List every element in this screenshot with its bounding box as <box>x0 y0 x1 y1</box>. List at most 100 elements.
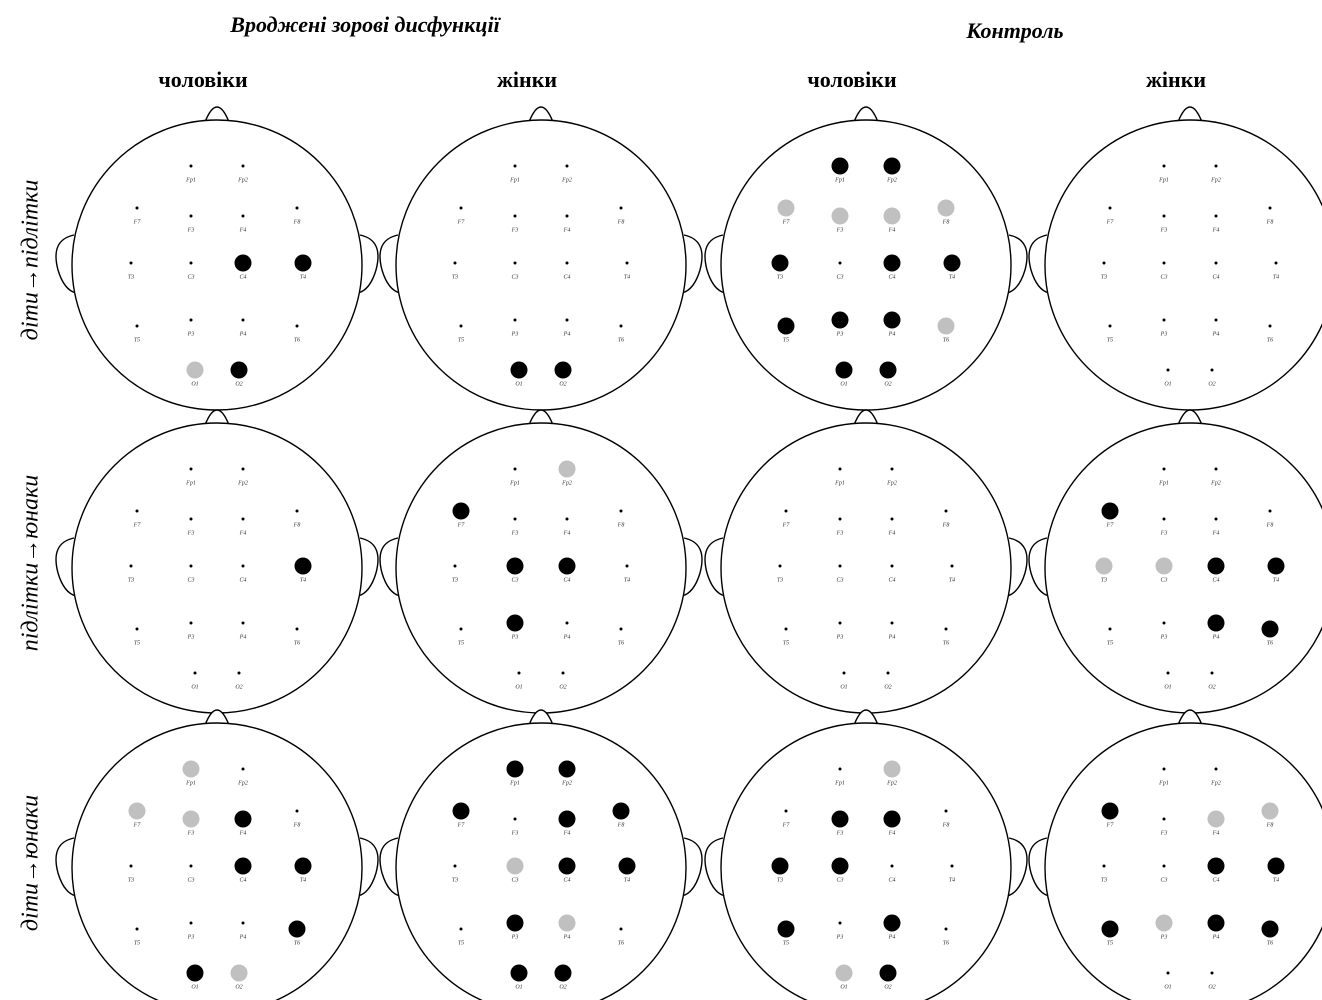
electrode-dot <box>1162 767 1166 771</box>
electrode-label: T6 <box>618 337 624 343</box>
electrode-label: Fp1 <box>185 780 196 786</box>
head-map: Fp1 Fp2 F7 F3 F4 F8 T3 C3 C4 T4 T5 P3 P4 T6 O1 O2 <box>1028 106 1322 411</box>
electrode-dot <box>189 164 193 168</box>
electrode-label: T5 <box>783 940 789 946</box>
electrode-label: Fp2 <box>561 177 572 183</box>
electrode-dot <box>129 261 133 265</box>
electrode-marker <box>883 207 901 225</box>
electrode-label: T3 <box>777 877 783 883</box>
electrode-dot <box>1166 368 1170 372</box>
electrode-marker <box>182 760 200 778</box>
electrode-dot <box>1166 971 1170 975</box>
electrode-dot <box>513 164 517 168</box>
electrode-marker <box>1155 914 1173 932</box>
electrode-dot <box>189 864 193 868</box>
electrode-marker <box>1261 802 1279 820</box>
electrode-dot <box>1162 864 1166 868</box>
electrode-label: P4 <box>239 330 247 337</box>
electrode-label: T4 <box>1273 576 1279 583</box>
head <box>720 722 1012 1000</box>
electrode-dot <box>784 627 788 631</box>
nose <box>853 106 879 123</box>
electrode-dot <box>513 817 517 821</box>
electrode-label: T6 <box>943 640 949 646</box>
electrode-marker <box>510 361 528 379</box>
electrode-label: T6 <box>1267 640 1273 646</box>
electrode-label: Fp2 <box>561 480 572 486</box>
electrode-label: C3 <box>1160 274 1167 280</box>
electrode-label: T3 <box>452 877 458 883</box>
ear <box>55 234 77 294</box>
electrode-label: Fp1 <box>509 177 520 183</box>
electrode-marker <box>506 857 524 875</box>
electrode-dot <box>135 509 139 513</box>
electrode-label: Fp1 <box>834 780 845 786</box>
electrode-label: T3 <box>128 877 134 883</box>
electrode-label: F3 <box>1160 227 1168 233</box>
electrode-marker <box>554 361 572 379</box>
ear <box>1006 537 1028 597</box>
electrode-marker <box>506 614 524 632</box>
electrode-label: F7 <box>1106 522 1115 528</box>
electrode-label: O2 <box>1208 381 1215 387</box>
electrode-marker <box>1207 810 1225 828</box>
electrode-marker <box>234 810 252 828</box>
electrode-label: T4 <box>1273 273 1279 280</box>
electrode-marker <box>612 802 630 820</box>
electrode-label: F7 <box>457 522 466 528</box>
electrode-dot <box>241 164 245 168</box>
electrode-label: C4 <box>1212 273 1219 280</box>
electrode-label: F8 <box>942 822 950 828</box>
electrode-label: F4 <box>1212 829 1220 836</box>
electrode-label: F3 <box>836 830 844 836</box>
electrode-label: O1 <box>191 984 198 990</box>
ear <box>379 537 401 597</box>
electrode-dot <box>1214 214 1218 218</box>
column-header: чоловіки <box>158 67 248 92</box>
electrode-label: Fp2 <box>1210 780 1221 786</box>
electrode-dot <box>890 864 894 868</box>
ear <box>681 837 703 897</box>
electrode-dot <box>890 564 894 568</box>
electrode-label: P3 <box>511 331 519 337</box>
nose <box>204 709 230 726</box>
electrode-label: Fp2 <box>886 780 897 786</box>
electrode-label: Fp2 <box>561 780 572 786</box>
electrode-dot <box>950 564 954 568</box>
electrode-label: C4 <box>888 273 895 280</box>
electrode-dot <box>1162 164 1166 168</box>
electrode-marker <box>230 964 248 982</box>
electrode-marker <box>1267 857 1285 875</box>
electrode-label: F4 <box>1212 226 1220 233</box>
electrode-marker <box>452 802 470 820</box>
electrode-label: Fp2 <box>237 177 248 183</box>
ear <box>357 837 379 897</box>
electrode-marker <box>1261 620 1279 638</box>
electrode-label: Fp1 <box>1158 480 1169 486</box>
electrode-label: F7 <box>133 219 142 225</box>
nose <box>1177 709 1203 726</box>
electrode-dot <box>838 621 842 625</box>
electrode-label: P4 <box>239 933 247 940</box>
electrode-dot <box>241 467 245 471</box>
electrode-marker <box>943 254 961 272</box>
electrode-dot <box>1162 467 1166 471</box>
electrode-label: O2 <box>559 381 566 387</box>
electrode-label: T6 <box>943 940 949 946</box>
electrode-dot <box>453 864 457 868</box>
electrode-label: F3 <box>511 830 519 836</box>
head <box>71 119 363 411</box>
electrode-dot <box>295 809 299 813</box>
electrode-label: F4 <box>888 226 896 233</box>
electrode-marker <box>1101 502 1119 520</box>
electrode-dot <box>1166 671 1170 675</box>
electrode-label: Fp2 <box>1210 177 1221 183</box>
electrode-label: O2 <box>559 984 566 990</box>
electrode-dot <box>784 509 788 513</box>
electrode-label: F3 <box>1160 530 1168 536</box>
head <box>395 422 687 714</box>
electrode-dot <box>189 214 193 218</box>
electrode-label: F3 <box>1160 830 1168 836</box>
electrode-marker <box>506 914 524 932</box>
ear <box>357 234 379 294</box>
